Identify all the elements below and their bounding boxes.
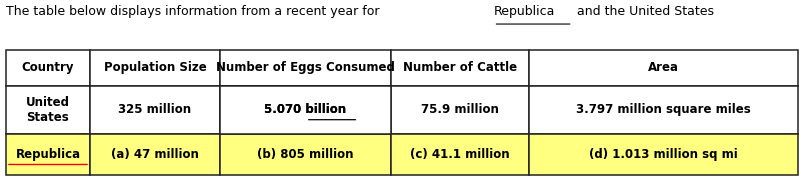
- Text: The table below displays information from a recent year for: The table below displays information fro…: [6, 5, 384, 18]
- Bar: [6, 86, 90, 134]
- Text: (b) 805 million: (b) 805 million: [257, 148, 354, 161]
- Text: Number of Cattle: Number of Cattle: [402, 61, 517, 74]
- Text: (d) 1.013 million sq mi: (d) 1.013 million sq mi: [590, 148, 738, 161]
- Bar: [390, 86, 529, 134]
- Bar: [529, 134, 798, 175]
- Text: (c) 41.1 million: (c) 41.1 million: [410, 148, 510, 161]
- Text: 5.070 billion: 5.070 billion: [264, 103, 346, 117]
- Bar: [90, 86, 220, 134]
- Bar: [220, 134, 390, 175]
- Text: (a) 47 million: (a) 47 million: [111, 148, 199, 161]
- Text: Number of Eggs Consumed: Number of Eggs Consumed: [216, 61, 395, 74]
- Bar: [390, 134, 529, 175]
- Text: United
States: United States: [26, 96, 70, 124]
- Bar: [220, 86, 390, 134]
- Bar: [220, 86, 390, 134]
- Bar: [6, 50, 90, 86]
- Text: Republica: Republica: [15, 148, 81, 161]
- Text: 75.9 million: 75.9 million: [421, 103, 498, 117]
- Bar: [90, 134, 220, 175]
- Bar: [220, 50, 390, 86]
- Text: Republica: Republica: [494, 5, 555, 18]
- Text: 5.070 billion: 5.070 billion: [264, 103, 346, 117]
- Bar: [529, 86, 798, 134]
- Text: and the United States: and the United States: [573, 5, 714, 18]
- Bar: [90, 50, 220, 86]
- Text: Area: Area: [648, 61, 679, 74]
- Text: 325 million: 325 million: [118, 103, 191, 117]
- Bar: [529, 50, 798, 86]
- Bar: [390, 50, 529, 86]
- Bar: [6, 134, 90, 175]
- Text: Population Size: Population Size: [103, 61, 206, 74]
- Text: 3.797 million square miles: 3.797 million square miles: [576, 103, 751, 117]
- Text: Country: Country: [22, 61, 74, 74]
